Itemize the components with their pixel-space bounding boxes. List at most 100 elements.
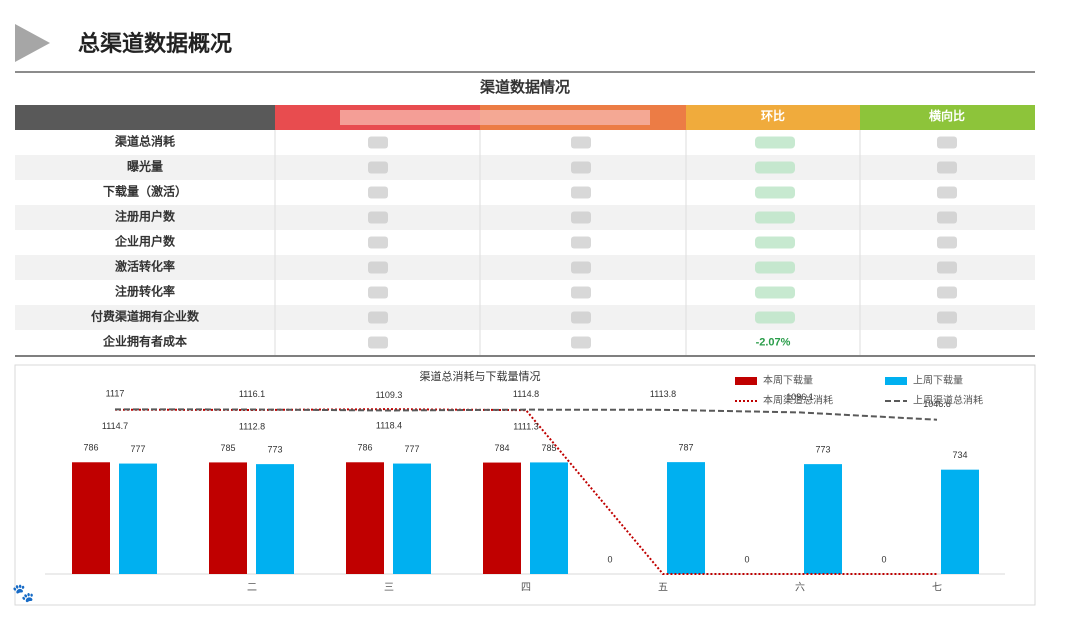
blurred-value [755, 186, 795, 199]
header-cell [686, 105, 860, 130]
legend-label: 本周下载量 [763, 374, 813, 387]
column-header: 横向比 [929, 108, 965, 123]
blurred-value [937, 286, 957, 299]
bar-label: 734 [952, 450, 967, 460]
row-bg [15, 205, 1035, 230]
bar [209, 462, 247, 574]
blurred-value [937, 186, 957, 199]
legend-label: 上周渠道总消耗 [913, 394, 983, 407]
line-label: 1046.6 [923, 399, 951, 409]
blurred-value [571, 236, 591, 249]
blurred-value [368, 211, 388, 224]
row-label: 曝光量 [127, 159, 163, 174]
bar-label: 786 [357, 443, 372, 453]
blurred-value [937, 136, 957, 149]
bar-label: 787 [678, 443, 693, 453]
bar-label: 0 [744, 554, 749, 564]
blurred-value [368, 286, 388, 299]
bar-label: 0 [607, 554, 612, 564]
line-label: 1113.8 [650, 389, 676, 399]
bar [530, 462, 568, 574]
table-title: 渠道数据情况 [480, 78, 570, 96]
line-label: 1096.1 [786, 392, 814, 402]
x-tick-label: 三 [384, 583, 394, 594]
blurred-value [755, 161, 795, 174]
header-cell [15, 105, 275, 130]
bar [256, 464, 294, 574]
title-arrow [15, 24, 50, 62]
watermark: 🐾 [12, 583, 34, 603]
bar [119, 463, 157, 574]
blurred-value [937, 211, 957, 224]
blurred-value [368, 136, 388, 149]
blurred-value [571, 336, 591, 349]
blurred-value [368, 236, 388, 249]
blurred-value [368, 336, 388, 349]
x-tick-label: 五 [658, 583, 668, 594]
blurred-value [571, 311, 591, 324]
bar-label: 785 [220, 443, 235, 453]
blurred-value [571, 261, 591, 274]
row-label: 注册用户数 [115, 209, 176, 224]
blurred-value [571, 186, 591, 199]
blurred-value [755, 136, 795, 149]
row-label: 渠道总消耗 [115, 134, 175, 149]
bar [804, 464, 842, 574]
bar-label: 777 [404, 444, 419, 454]
row-bg [15, 305, 1035, 330]
blurred-value [937, 311, 957, 324]
blurred-value [755, 211, 795, 224]
page-title: 总渠道数据概况 [78, 31, 232, 56]
legend-swatch [885, 377, 907, 385]
bar [667, 462, 705, 574]
blurred-value [937, 336, 957, 349]
blurred-value [755, 261, 795, 274]
row-label: 企业用户数 [114, 234, 176, 249]
line-label: 1111.3 [513, 422, 539, 432]
x-tick-label: 六 [795, 582, 805, 594]
blurred-value [571, 161, 591, 174]
line-label: 1117 [106, 389, 125, 399]
bar-label: 773 [815, 444, 830, 454]
bar-label: 786 [83, 443, 98, 453]
bar [346, 462, 384, 574]
bar-label: 0 [881, 554, 886, 564]
bar-label: 785 [541, 443, 556, 453]
row-label: 注册转化率 [115, 284, 175, 299]
line-label: 1116.1 [239, 389, 265, 399]
bar [393, 463, 431, 574]
blurred-header [340, 110, 650, 125]
line-series [114, 408, 938, 421]
line-label: 1114.8 [513, 389, 539, 399]
line-label: 1118.4 [376, 421, 402, 431]
ring-value: -2.07% [756, 336, 791, 348]
blurred-value [368, 311, 388, 324]
row-bg [15, 155, 1035, 180]
blurred-value [755, 286, 795, 299]
x-tick-label: 二 [247, 583, 257, 594]
legend-label: 上周下载量 [913, 375, 963, 387]
blurred-value [937, 261, 957, 274]
line-label: 1114.7 [102, 421, 128, 431]
line-label: 1112.8 [239, 421, 265, 431]
blurred-value [755, 311, 795, 324]
blurred-value [368, 261, 388, 274]
legend-swatch [735, 377, 757, 385]
row-label: 激活转化率 [115, 259, 175, 274]
blurred-value [937, 236, 957, 249]
blurred-value [571, 286, 591, 299]
x-tick-label: 四 [521, 583, 531, 594]
chart-title: 渠道总消耗与下载量情况 [420, 369, 541, 383]
row-label: 企业拥有者成本 [102, 334, 187, 349]
row-bg [15, 255, 1035, 280]
blurred-value [368, 186, 388, 199]
blurred-value [571, 211, 591, 224]
bar-label: 777 [130, 444, 145, 454]
blurred-value [368, 161, 388, 174]
legend-label: 本周渠道总消耗 [763, 394, 833, 407]
blurred-value [937, 161, 957, 174]
bar-label: 784 [494, 443, 509, 453]
row-label: 付费渠道拥有企业数 [91, 309, 200, 324]
